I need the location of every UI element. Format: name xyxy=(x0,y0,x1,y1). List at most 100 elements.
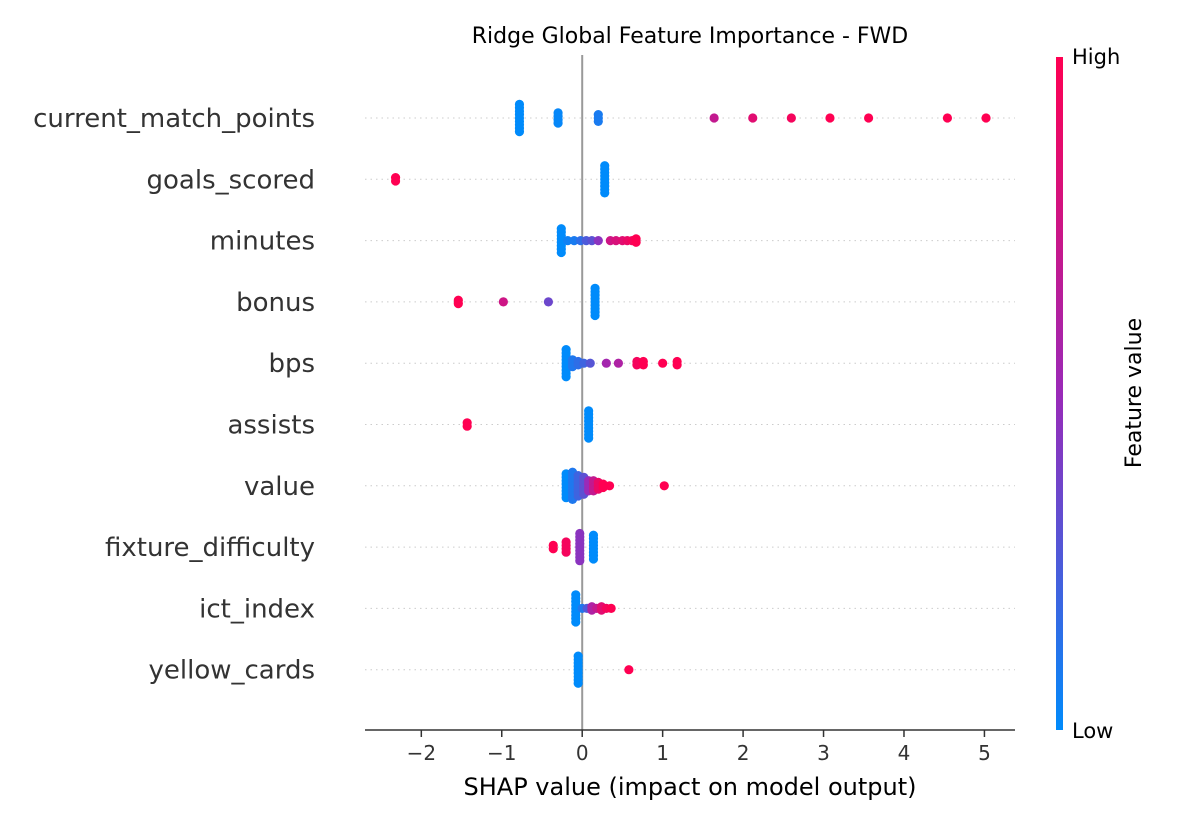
point-dot xyxy=(748,113,758,123)
point-dot xyxy=(587,236,597,246)
point-dot xyxy=(553,118,563,128)
x-tick-label: 1 xyxy=(656,741,669,765)
data-point xyxy=(624,665,634,675)
data-point xyxy=(569,236,579,246)
point-dot xyxy=(453,299,463,309)
data-point xyxy=(631,234,641,247)
data-point xyxy=(453,295,463,309)
point-dot xyxy=(672,360,682,370)
point-dot xyxy=(638,360,648,370)
point-dot xyxy=(590,310,600,321)
point-dot xyxy=(611,236,621,246)
point-dot xyxy=(601,358,611,368)
data-point xyxy=(553,108,563,128)
data-point xyxy=(561,345,571,382)
data-point xyxy=(863,113,874,123)
data-point xyxy=(593,110,603,126)
feature-label-ict_index: ict_index xyxy=(199,594,315,624)
point-dot xyxy=(593,116,603,126)
feature-label-assists: assists xyxy=(227,411,315,441)
point-dot xyxy=(561,372,571,382)
x-tick-label: 4 xyxy=(898,741,911,765)
x-tick-label: −2 xyxy=(407,741,436,765)
point-dot xyxy=(658,358,668,368)
data-point xyxy=(543,297,554,307)
data-point xyxy=(585,358,595,368)
x-tick-label: 5 xyxy=(978,741,991,765)
data-point xyxy=(593,236,603,246)
point-dot xyxy=(709,113,719,123)
data-point xyxy=(548,540,558,554)
point-dot xyxy=(563,236,573,246)
x-tick-label: 0 xyxy=(576,741,589,765)
data-point xyxy=(498,297,508,307)
data-point xyxy=(748,113,758,123)
feature-label-bonus: bonus xyxy=(236,288,315,318)
data-point xyxy=(659,481,669,491)
data-point xyxy=(579,358,589,368)
data-point xyxy=(563,236,573,246)
data-point xyxy=(588,530,599,564)
x-tick-label: 2 xyxy=(737,741,750,765)
feature-label-current_match_points: current_match_points xyxy=(33,104,315,134)
point-dot xyxy=(514,127,525,137)
point-dot xyxy=(543,297,554,307)
colorbar-title: Feature value xyxy=(1122,318,1147,468)
feature-label-minutes: minutes xyxy=(210,227,315,257)
point-dot xyxy=(548,544,558,554)
feature-label-yellow_cards: yellow_cards xyxy=(148,656,315,686)
feature-label-value: value xyxy=(244,472,315,502)
data-point xyxy=(390,173,401,186)
x-tick-label: −1 xyxy=(487,741,516,765)
data-point xyxy=(604,481,615,491)
data-point xyxy=(587,236,597,246)
feature-label-bps: bps xyxy=(268,349,315,379)
data-point xyxy=(786,113,796,123)
data-point xyxy=(514,99,525,137)
data-point xyxy=(590,283,600,321)
point-dot xyxy=(588,554,599,564)
point-dot xyxy=(585,358,595,368)
data-point xyxy=(981,113,991,123)
data-points xyxy=(390,99,991,688)
data-point xyxy=(658,358,668,368)
x-axis: −2 −1 0 1 2 3 4 5 xyxy=(365,729,1015,765)
data-point xyxy=(584,406,594,443)
point-dot xyxy=(604,481,615,491)
point-dot xyxy=(981,113,991,123)
point-dot xyxy=(575,556,585,566)
point-dot xyxy=(561,547,571,557)
data-point xyxy=(638,356,648,370)
feature-label-goals_scored: goals_scored xyxy=(147,165,315,195)
point-dot xyxy=(556,247,566,258)
point-dot xyxy=(942,113,953,123)
x-axis-title: SHAP value (impact on model output) xyxy=(464,773,917,801)
data-point xyxy=(825,113,835,123)
data-point xyxy=(709,113,719,123)
feature-label-fixture_difficulty: fixture_difficulty xyxy=(105,533,315,563)
data-point xyxy=(573,651,583,688)
point-dot xyxy=(863,113,874,123)
point-dot xyxy=(786,113,796,123)
point-dot xyxy=(613,358,624,368)
point-dot xyxy=(825,113,835,123)
point-dot xyxy=(569,236,579,246)
data-point xyxy=(672,356,682,370)
data-point xyxy=(611,236,621,246)
colorbar-high-label: High xyxy=(1072,45,1120,69)
point-dot xyxy=(498,297,508,307)
data-point xyxy=(942,113,953,123)
point-dot xyxy=(584,433,594,443)
point-dot xyxy=(579,358,589,368)
point-dot xyxy=(571,617,581,627)
x-tick-label: 3 xyxy=(817,741,830,765)
point-dot xyxy=(624,665,634,675)
colorbar xyxy=(1056,57,1063,730)
point-dot xyxy=(573,678,583,688)
point-dot xyxy=(600,188,610,198)
point-dot xyxy=(390,176,401,186)
point-dot xyxy=(606,603,616,614)
data-point xyxy=(561,537,571,557)
chart-title: Ridge Global Feature Importance - FWD xyxy=(472,24,909,49)
